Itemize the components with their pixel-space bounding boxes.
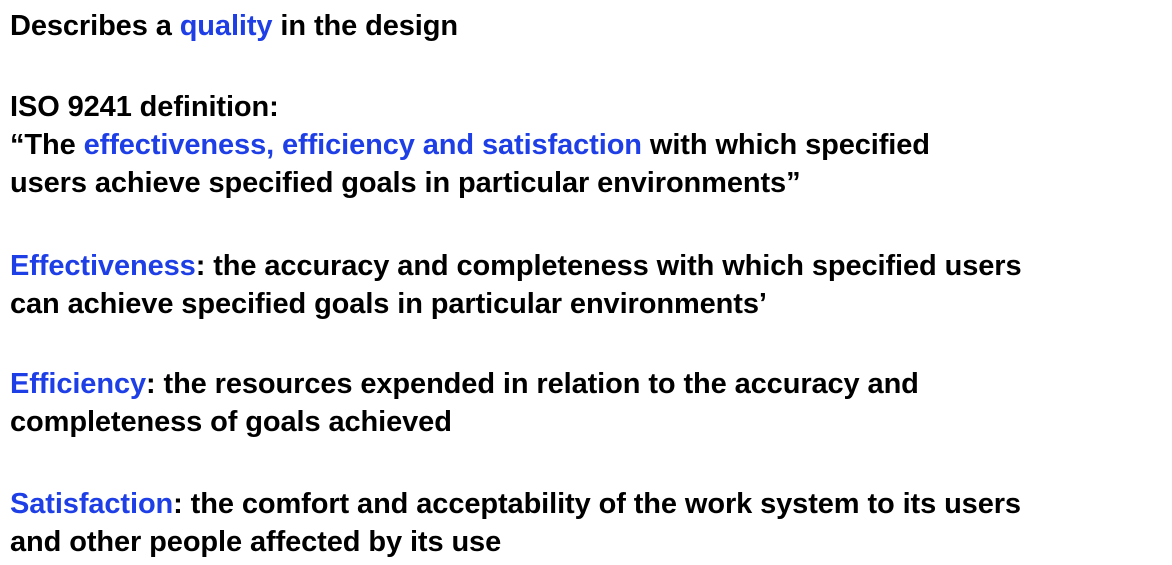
quality-highlight: quality (180, 10, 273, 42)
efficiency-definition: : the resources expended in relation to … (146, 368, 919, 400)
efficiency-term: Efficiency (10, 368, 146, 400)
satisfaction-line-1: Satisfaction: the comfort and acceptabil… (10, 487, 1021, 521)
iso-quote-open: “The (10, 129, 84, 161)
effectiveness-term: Effectiveness (10, 250, 196, 282)
iso-highlight: effectiveness, efficiency and satisfacti… (84, 129, 642, 161)
satisfaction-term: Satisfaction (10, 488, 173, 520)
efficiency-line-1: Efficiency: the resources expended in re… (10, 367, 919, 401)
intro-text-before: Describes a (10, 10, 180, 42)
iso-definition-line-2: users achieve specified goals in particu… (10, 166, 800, 200)
iso-definition-line-1: “The effectiveness, efficiency and satis… (10, 128, 930, 162)
satisfaction-definition: : the comfort and acceptability of the w… (173, 488, 1021, 520)
iso-definition-after: with which specified (642, 129, 930, 161)
effectiveness-line-2: can achieve specified goals in particula… (10, 287, 767, 321)
satisfaction-line-2: and other people affected by its use (10, 525, 501, 559)
effectiveness-definition: : the accuracy and completeness with whi… (196, 250, 1022, 282)
intro-text-after: in the design (272, 10, 458, 42)
intro-line: Describes a quality in the design (10, 9, 458, 43)
effectiveness-line-1: Effectiveness: the accuracy and complete… (10, 249, 1022, 283)
efficiency-line-2: completeness of goals achieved (10, 405, 452, 439)
iso-heading: ISO 9241 definition: (10, 90, 279, 124)
